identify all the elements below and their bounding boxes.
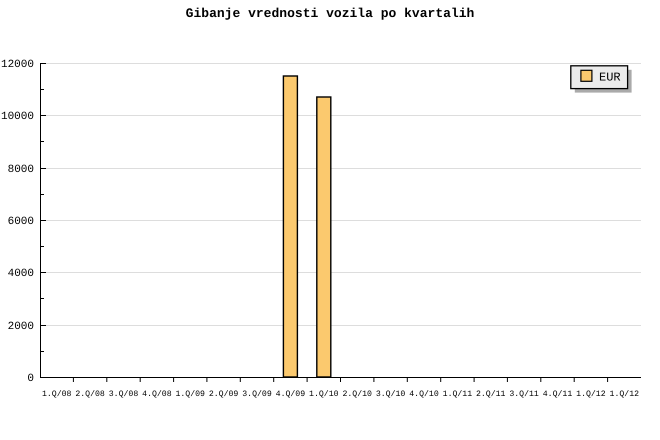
svg-text:1.Q/10: 1.Q/10 xyxy=(309,390,339,399)
svg-text:1.Q/08: 1.Q/08 xyxy=(42,390,72,399)
svg-text:4.Q/10: 4.Q/10 xyxy=(409,390,439,399)
svg-text:2.Q/10: 2.Q/10 xyxy=(342,390,372,399)
svg-text:0: 0 xyxy=(27,373,34,385)
svg-text:3.Q/11: 3.Q/11 xyxy=(509,390,539,399)
svg-text:2.Q/09: 2.Q/09 xyxy=(209,390,239,399)
svg-text:4000: 4000 xyxy=(8,268,34,280)
svg-text:2.Q/11: 2.Q/11 xyxy=(476,390,506,399)
svg-text:8000: 8000 xyxy=(8,164,34,176)
svg-text:4.Q/08: 4.Q/08 xyxy=(142,390,172,399)
svg-text:6000: 6000 xyxy=(8,216,34,228)
svg-text:1.Q/09: 1.Q/09 xyxy=(175,390,205,399)
svg-text:EUR: EUR xyxy=(599,71,621,85)
svg-text:2.Q/08: 2.Q/08 xyxy=(75,390,105,399)
svg-text:1.Q/12: 1.Q/12 xyxy=(610,390,640,399)
svg-text:12000: 12000 xyxy=(1,59,34,71)
svg-text:10000: 10000 xyxy=(1,111,34,123)
svg-text:3.Q/10: 3.Q/10 xyxy=(376,390,406,399)
svg-text:4.Q/11: 4.Q/11 xyxy=(543,390,573,399)
svg-text:1.Q/11: 1.Q/11 xyxy=(443,390,473,399)
svg-text:3.Q/09: 3.Q/09 xyxy=(242,390,272,399)
svg-text:4.Q/09: 4.Q/09 xyxy=(276,390,306,399)
svg-text:2000: 2000 xyxy=(8,321,34,333)
svg-text:3.Q/08: 3.Q/08 xyxy=(109,390,139,399)
svg-text:1.Q/12: 1.Q/12 xyxy=(576,390,606,399)
